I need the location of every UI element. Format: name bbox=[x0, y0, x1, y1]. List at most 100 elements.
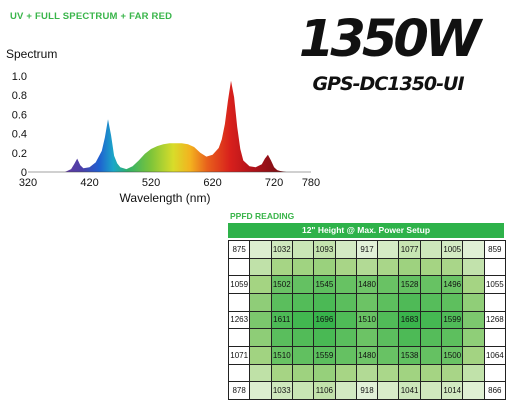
ppfd-fill-cell bbox=[378, 364, 399, 382]
ppfd-fill-cell bbox=[292, 382, 314, 399]
ppfd-fill-cell bbox=[399, 258, 420, 276]
ppfd-fill-cell bbox=[420, 382, 442, 399]
ppfd-fill-cell bbox=[292, 346, 314, 364]
ppfd-cell: 1071 bbox=[229, 346, 250, 364]
ppfd-cell: 1041 bbox=[399, 382, 420, 399]
ppfd-fill-cell bbox=[463, 329, 484, 346]
ppfd-cell: 1683 bbox=[399, 311, 420, 329]
ppfd-fill-cell bbox=[356, 293, 378, 311]
ppfd-fill-cell bbox=[271, 293, 292, 311]
ppfd-fill-cell bbox=[442, 293, 463, 311]
ppfd-cell: 1500 bbox=[442, 346, 463, 364]
ppfd-fill-cell bbox=[314, 329, 335, 346]
ppfd-cell: 878 bbox=[229, 382, 250, 399]
ppfd-fill-cell bbox=[271, 258, 292, 276]
ppfd-fill-cell bbox=[335, 364, 356, 382]
ppfd-cell: 1696 bbox=[314, 311, 335, 329]
ppfd-fill-cell bbox=[250, 329, 271, 346]
ppfd-fill-cell bbox=[292, 258, 314, 276]
ppfd-cell: 866 bbox=[484, 382, 505, 399]
ppfd-fill-cell bbox=[271, 329, 292, 346]
ppfd-fill-cell bbox=[378, 293, 399, 311]
ppfd-grid: 875 1032 1093 917 1077 1005 859 1059 1502 1545 148… bbox=[228, 240, 506, 400]
ppfd-title: PPFD READING bbox=[230, 211, 295, 221]
ppfd-cell: 1599 bbox=[442, 311, 463, 329]
ppfd-fill-cell bbox=[463, 241, 484, 258]
ppfd-fill-cell bbox=[250, 364, 271, 382]
ppfd-cell: 1480 bbox=[356, 276, 378, 293]
ppfd-cell: 1032 bbox=[271, 241, 292, 258]
spectrum-chart: Spectrum 0 0.2 0.4 0.6 0.8 1.0 320 420 520 620 72… bbox=[6, 47, 320, 205]
ppfd-setup-banner: 12" Height @ Max. Power Setup bbox=[228, 223, 504, 238]
ppfd-fill-cell bbox=[484, 364, 505, 382]
ppfd-cell: 1496 bbox=[442, 276, 463, 293]
ppfd-cell: 1611 bbox=[271, 311, 292, 329]
ppfd-fill-cell bbox=[229, 364, 250, 382]
y-tick-label: 0 bbox=[21, 167, 27, 179]
ppfd-fill-cell bbox=[463, 364, 484, 382]
x-tick-label: 780 bbox=[302, 177, 320, 189]
ppfd-fill-cell bbox=[250, 293, 271, 311]
ppfd-cell: 1538 bbox=[399, 346, 420, 364]
ppfd-cell: 1059 bbox=[229, 276, 250, 293]
ppfd-cell: 1064 bbox=[484, 346, 505, 364]
ppfd-fill-cell bbox=[484, 329, 505, 346]
ppfd-cell: 1005 bbox=[442, 241, 463, 258]
ppfd-cell: 1033 bbox=[271, 382, 292, 399]
ppfd-fill-cell bbox=[463, 276, 484, 293]
ppfd-fill-cell bbox=[229, 258, 250, 276]
ppfd-cell: 1014 bbox=[442, 382, 463, 399]
x-tick-label: 520 bbox=[142, 177, 160, 189]
model-title: 1350W bbox=[298, 10, 481, 69]
x-tick-label: 720 bbox=[265, 177, 283, 189]
ppfd-fill-cell bbox=[442, 329, 463, 346]
ppfd-fill-cell bbox=[463, 311, 484, 329]
ppfd-fill-cell bbox=[463, 382, 484, 399]
ppfd-fill-cell bbox=[378, 276, 399, 293]
ppfd-fill-cell bbox=[229, 293, 250, 311]
ppfd-fill-cell bbox=[356, 364, 378, 382]
ppfd-fill-cell bbox=[378, 346, 399, 364]
y-axis-title: Spectrum bbox=[6, 47, 57, 61]
ppfd-fill-cell bbox=[420, 276, 442, 293]
ppfd-fill-cell bbox=[463, 258, 484, 276]
ppfd-cell: 1510 bbox=[271, 346, 292, 364]
ppfd-fill-cell bbox=[356, 258, 378, 276]
ppfd-fill-cell bbox=[250, 382, 271, 399]
ppfd-cell: 875 bbox=[229, 241, 250, 258]
ppfd-fill-cell bbox=[335, 311, 356, 329]
ppfd-cell: 1528 bbox=[399, 276, 420, 293]
ppfd-fill-cell bbox=[420, 329, 442, 346]
ppfd-fill-cell bbox=[335, 293, 356, 311]
ppfd-fill-cell bbox=[250, 311, 271, 329]
ppfd-fill-cell bbox=[335, 329, 356, 346]
ppfd-fill-cell bbox=[378, 258, 399, 276]
ppfd-fill-cell bbox=[250, 258, 271, 276]
ppfd-cell: 1559 bbox=[314, 346, 335, 364]
ppfd-fill-cell bbox=[399, 364, 420, 382]
ppfd-cell: 1093 bbox=[314, 241, 335, 258]
ppfd-fill-cell bbox=[292, 364, 314, 382]
ppfd-fill-cell bbox=[335, 346, 356, 364]
ppfd-fill-cell bbox=[292, 329, 314, 346]
ppfd-cell: 1502 bbox=[271, 276, 292, 293]
ppfd-fill-cell bbox=[292, 241, 314, 258]
ppfd-cell: 1510 bbox=[356, 311, 378, 329]
ppfd-cell: 918 bbox=[356, 382, 378, 399]
ppfd-fill-cell bbox=[420, 241, 442, 258]
ppfd-fill-cell bbox=[378, 329, 399, 346]
ppfd-fill-cell bbox=[356, 329, 378, 346]
ppfd-fill-cell bbox=[250, 276, 271, 293]
ppfd-fill-cell bbox=[250, 346, 271, 364]
ppfd-fill-cell bbox=[271, 364, 292, 382]
ppfd-fill-cell bbox=[292, 293, 314, 311]
ppfd-fill-cell bbox=[314, 258, 335, 276]
ppfd-fill-cell bbox=[420, 364, 442, 382]
ppfd-fill-cell bbox=[442, 364, 463, 382]
x-axis-title: Wavelength (nm) bbox=[120, 191, 211, 205]
ppfd-cell: 1268 bbox=[484, 311, 505, 329]
ppfd-fill-cell bbox=[420, 258, 442, 276]
ppfd-fill-cell bbox=[484, 293, 505, 311]
ppfd-fill-cell bbox=[314, 364, 335, 382]
ppfd-fill-cell bbox=[335, 382, 356, 399]
